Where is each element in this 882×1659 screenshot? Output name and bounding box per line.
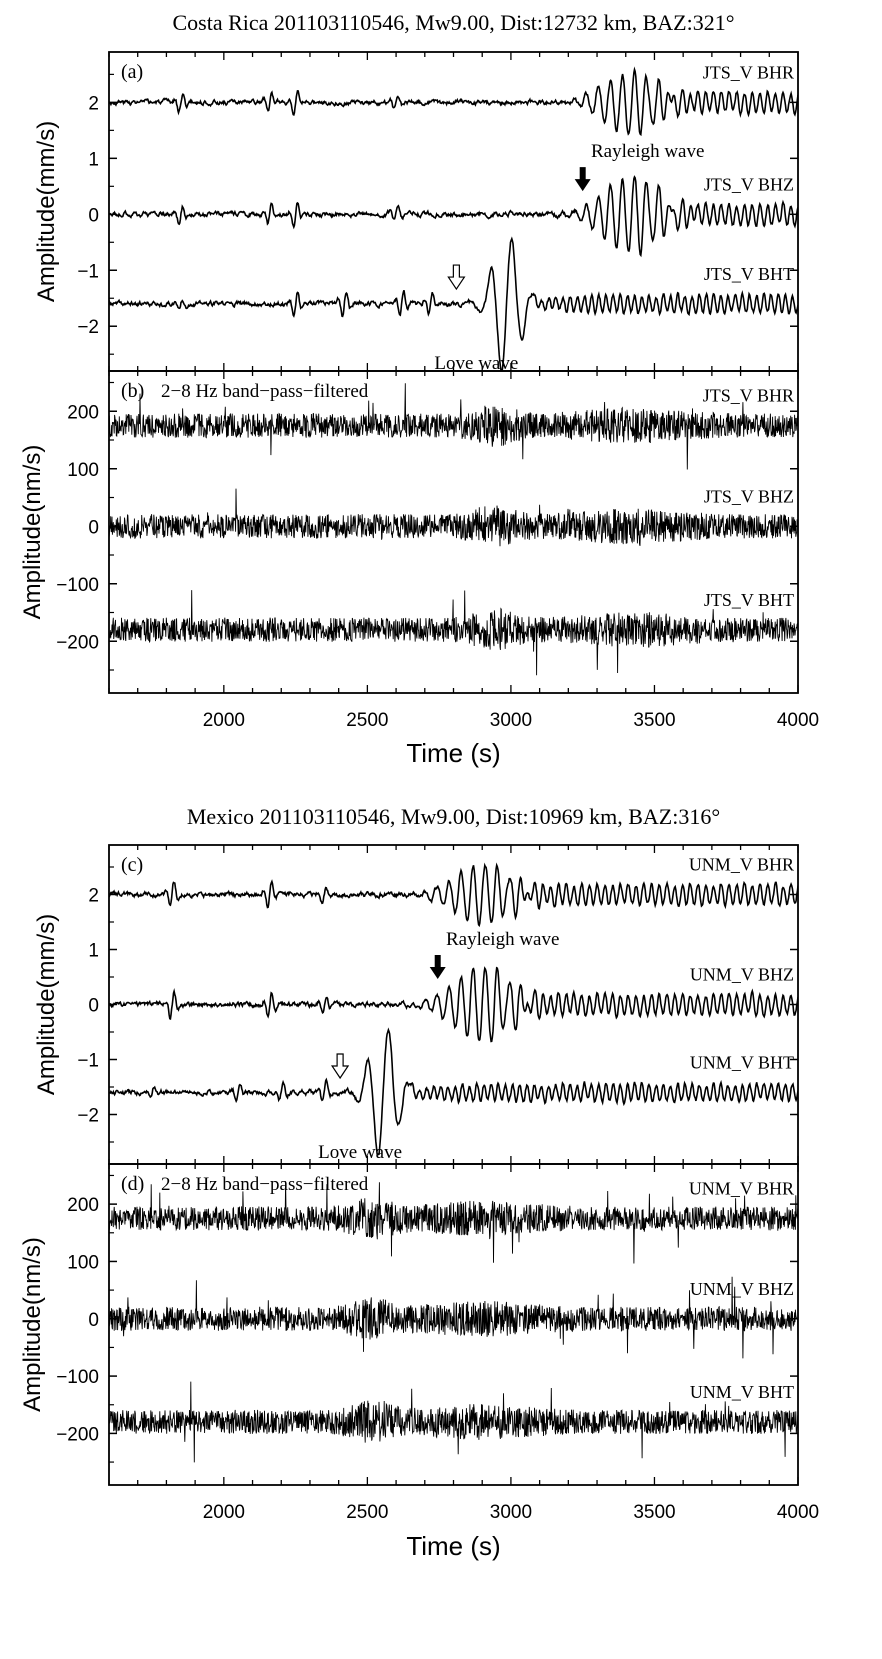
x-tick-label: 2000 — [203, 710, 245, 731]
y-tick-label: 2 — [88, 93, 99, 114]
series-label: JTS_V BHT — [704, 264, 794, 284]
panel-a: JTS_V BHR JTS_V BHZ JTS_V BHT −2 −1 0 1 2 Amplit… — [33, 51, 799, 374]
series-label: JTS_V BHR — [703, 386, 794, 406]
annotation-label: Love wave — [318, 1142, 402, 1163]
x-tick-label: 4000 — [777, 710, 819, 731]
y-tick-label: −100 — [56, 575, 99, 596]
panel-note: 2−8 Hz band−pass−filtered — [161, 381, 369, 402]
series-label: UNM_V BHR — [689, 855, 794, 875]
y-tick-label: 1 — [88, 149, 99, 170]
series-label: UNM_V BHZ — [690, 965, 794, 985]
panel-label: (d) — [121, 1173, 144, 1195]
panel-b: JTS_V BHR JTS_V BHZ JTS_V BHT −200 −100 0 100 2… — [19, 370, 799, 694]
y-axis-label: Amplitude(mm/s) — [33, 121, 60, 302]
annotation-label: Love wave — [434, 353, 518, 374]
series-label: UNM_V BHZ — [690, 1279, 794, 1299]
chart-block-1: Mexico 201103110546, Mw9.00, Dist:10969 … — [19, 804, 819, 1561]
trace-unm-v-bhz — [109, 966, 798, 1043]
panel-d: UNM_V BHR UNM_V BHZ UNM_V BHT −200 −100 0 100 2… — [19, 1163, 799, 1486]
y-axis-label: Amplitude(nm/s) — [19, 1237, 46, 1412]
annotation-label: Rayleigh wave — [591, 141, 704, 162]
series-label: UNM_V BHT — [690, 1053, 794, 1073]
x-tick-label: 2500 — [346, 1502, 388, 1523]
x-tick-label: 3000 — [490, 710, 532, 731]
x-tick-label: 3000 — [490, 1502, 532, 1523]
y-tick-label: −2 — [77, 317, 99, 338]
trace-jts-v-bht — [109, 590, 798, 676]
chart-block-0: Costa Rica 201103110546, Mw9.00, Dist:12… — [19, 10, 819, 768]
y-tick-label: 200 — [67, 402, 99, 423]
trace-unm-v-bhr — [109, 862, 798, 928]
series-label: UNM_V BHR — [689, 1178, 794, 1198]
chart-title: Mexico 201103110546, Mw9.00, Dist:10969 … — [187, 804, 720, 829]
series-label: JTS_V BHZ — [704, 486, 794, 506]
y-tick-label: 0 — [88, 517, 99, 538]
love-arrow-icon — [330, 1053, 350, 1080]
series-label: JTS_V BHR — [703, 62, 794, 82]
x-tick-label: 4000 — [777, 1502, 819, 1523]
y-axis-label: Amplitude(nm/s) — [19, 445, 46, 620]
trace-jts-v-bhz — [109, 488, 798, 547]
panel-c: UNM_V BHR UNM_V BHZ UNM_V BHT −2 −1 0 1 2 Amplit… — [33, 844, 799, 1165]
y-tick-label: −2 — [77, 1106, 99, 1127]
x-axis-label: Time (s) — [406, 1531, 500, 1561]
panel-label: (b) — [121, 380, 144, 402]
trace-unm-v-bht — [109, 1381, 798, 1463]
y-tick-label: 0 — [88, 205, 99, 226]
y-tick-label: −1 — [77, 1051, 99, 1072]
y-tick-label: 0 — [88, 996, 99, 1017]
y-tick-label: 1 — [88, 941, 99, 962]
y-tick-label: 0 — [88, 1310, 99, 1331]
trace-jts-v-bhz — [109, 175, 798, 258]
panel-note: 2−8 Hz band−pass−filtered — [161, 1174, 369, 1195]
trace-jts-v-bhr — [109, 66, 798, 137]
y-axis-label: Amplitude(mm/s) — [33, 914, 60, 1095]
y-tick-label: −200 — [56, 1424, 99, 1445]
y-tick-label: −1 — [77, 261, 99, 282]
y-tick-label: 100 — [67, 1252, 99, 1273]
y-tick-label: 200 — [67, 1195, 99, 1216]
trace-jts-v-bhr — [109, 383, 798, 470]
rayleigh-arrow-icon — [429, 955, 446, 979]
y-tick-label: 100 — [67, 460, 99, 481]
y-tick-label: −100 — [56, 1367, 99, 1388]
x-axis-label: Time (s) — [406, 738, 500, 768]
x-tick-label: 3500 — [633, 710, 675, 731]
trace-jts-v-bht — [109, 236, 798, 371]
love-arrow-icon — [447, 264, 466, 291]
annotation-label: Rayleigh wave — [446, 929, 559, 950]
rayleigh-arrow-icon — [574, 167, 591, 192]
panel-label: (c) — [121, 854, 143, 876]
x-tick-label: 2000 — [203, 1502, 245, 1523]
series-label: JTS_V BHT — [704, 590, 794, 610]
y-tick-label: 2 — [88, 886, 99, 907]
trace-unm-v-bhz — [109, 1276, 798, 1359]
chart-title: Costa Rica 201103110546, Mw9.00, Dist:12… — [172, 10, 734, 35]
series-label: JTS_V BHZ — [704, 174, 794, 194]
panel-frame — [108, 51, 799, 372]
series-label: UNM_V BHT — [690, 1382, 794, 1402]
y-tick-label: −200 — [56, 632, 99, 653]
trace-unm-v-bht — [109, 1027, 798, 1156]
panel-label: (a) — [121, 61, 143, 83]
x-tick-label: 2500 — [346, 710, 388, 731]
trace-unm-v-bhr — [109, 1181, 798, 1264]
x-tick-label: 3500 — [633, 1502, 675, 1523]
